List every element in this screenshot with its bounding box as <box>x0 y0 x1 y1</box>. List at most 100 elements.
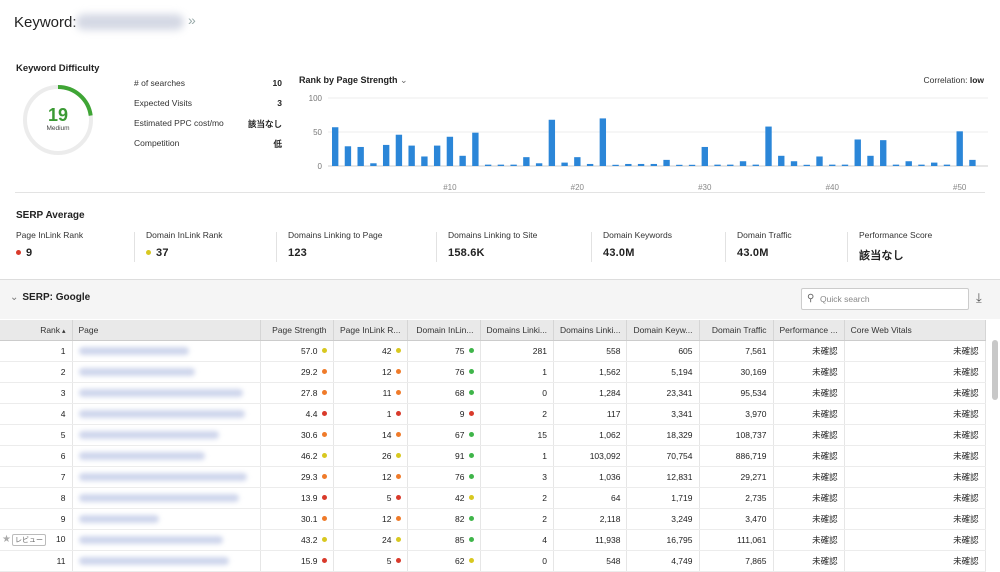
column-header[interactable]: Domain Keyw... <box>626 320 700 341</box>
page-link-redacted[interactable] <box>72 361 261 383</box>
table-row[interactable]: 8 13.9 5 42 2 64 1,719 2,735 未確認 未確認 <box>0 487 986 509</box>
column-header[interactable]: Core Web Vitals <box>844 320 986 341</box>
quick-search-input[interactable]: ⚲ Quick search <box>801 288 969 310</box>
chart-bar[interactable] <box>370 163 377 166</box>
double-chevron-icon[interactable]: » <box>188 12 196 28</box>
chart-bar[interactable] <box>433 145 441 166</box>
chart-bar[interactable] <box>446 136 454 166</box>
chart-bar[interactable] <box>765 126 772 166</box>
chart-bar[interactable] <box>969 159 976 166</box>
chart-bar[interactable] <box>688 164 696 166</box>
page-link-redacted[interactable] <box>72 550 261 572</box>
chart-bar[interactable] <box>535 163 543 166</box>
chart-bar[interactable] <box>714 164 721 166</box>
column-header[interactable]: Domains Linki... <box>553 320 628 341</box>
download-icon[interactable]: ⤓ <box>976 290 982 305</box>
page-strength-cell-value: 43.2 <box>300 534 318 545</box>
chart-bar[interactable] <box>599 118 607 166</box>
chart-bar[interactable] <box>803 164 810 166</box>
chart-bar[interactable] <box>956 131 963 166</box>
chart-bar[interactable] <box>739 161 747 166</box>
page-link-redacted[interactable] <box>72 487 261 509</box>
domain-inlink-rank-cell: 82 <box>407 508 481 530</box>
column-header[interactable]: Domains Linki... <box>480 320 554 341</box>
chart-bar[interactable] <box>625 163 632 166</box>
serp-google-toggle[interactable]: ⌄ SERP: Google <box>10 292 90 303</box>
chart-bar[interactable] <box>778 155 785 166</box>
chart-bar[interactable] <box>395 134 403 166</box>
page-link-redacted[interactable] <box>72 382 261 404</box>
table-header-row: Rank ▴ Page Page Strength Page InLink R... D… <box>0 320 986 341</box>
chart-bar[interactable] <box>727 164 734 166</box>
chart-bar[interactable] <box>612 164 619 166</box>
chart-bar[interactable] <box>382 144 390 166</box>
chart-bar[interactable] <box>892 164 900 166</box>
chart-bar[interactable] <box>357 146 364 166</box>
column-header[interactable]: Rank ▴ <box>0 320 73 341</box>
table-row[interactable]: 1 57.0 42 75 281 558 605 7,561 未確認 未確認 <box>0 340 986 362</box>
column-header[interactable]: Domain Traffic <box>699 320 774 341</box>
chart-bar[interactable] <box>332 127 339 166</box>
page-link-redacted[interactable] <box>72 466 261 488</box>
page-link-redacted[interactable] <box>72 424 261 446</box>
chart-bar[interactable] <box>548 119 556 166</box>
chart-bar[interactable] <box>497 164 505 166</box>
chart-bar[interactable] <box>829 164 836 166</box>
domain-traffic-cell: 108,737 <box>699 424 774 446</box>
chart-bar[interactable] <box>931 162 938 166</box>
table-row[interactable]: 11 15.9 5 62 0 548 4,749 7,865 未確認 未確認 <box>0 550 986 572</box>
table-row[interactable]: 7 29.3 12 76 3 1,036 12,831 29,271 未確認 未確認 <box>0 466 986 488</box>
chart-bar[interactable] <box>344 146 352 166</box>
table-row[interactable]: 3 27.8 11 68 0 1,284 23,341 95,534 未確認 未確認 <box>0 382 986 404</box>
stat-row-searches: # of searches 10 <box>134 76 284 96</box>
column-header[interactable]: Performance ... <box>773 320 845 341</box>
metric-separator <box>436 232 437 262</box>
table-row[interactable]: 5 30.6 14 67 15 1,062 18,329 108,737 未確認 未確認 <box>0 424 986 446</box>
table-row[interactable]: 9 30.1 12 82 2 2,118 3,249 3,470 未確認 未確認 <box>0 508 986 530</box>
chart-title-dropdown[interactable]: Rank by Page Strength ⌄ <box>299 75 408 86</box>
chart-bar[interactable] <box>510 164 517 166</box>
chart-bar[interactable] <box>790 161 798 166</box>
page-link-redacted[interactable] <box>72 340 261 362</box>
chart-bar[interactable] <box>701 146 708 166</box>
chart-bar[interactable] <box>816 156 823 166</box>
column-header[interactable]: Page Strength <box>260 320 334 341</box>
page-link-redacted[interactable] <box>72 445 261 467</box>
chart-bar[interactable] <box>484 164 492 166</box>
page-link-redacted[interactable] <box>72 403 261 425</box>
chart-bar[interactable] <box>586 163 594 166</box>
star-icon[interactable]: ★ <box>2 533 11 545</box>
chart-bar[interactable] <box>918 164 925 166</box>
chart-bar[interactable] <box>880 140 887 166</box>
chart-bar[interactable] <box>650 163 657 166</box>
chart-bar[interactable] <box>561 162 568 166</box>
chart-bar[interactable] <box>472 132 479 166</box>
chart-bar[interactable] <box>408 145 415 166</box>
table-row[interactable]: 4 4.4 1 9 2 117 3,341 3,970 未確認 未確認 <box>0 403 986 425</box>
column-header[interactable]: Domain InLin... <box>407 320 481 341</box>
chart-bar[interactable] <box>574 157 581 166</box>
chart-bar[interactable] <box>752 164 759 166</box>
scrollbar[interactable] <box>992 340 998 400</box>
table-row[interactable]: ★ レビュー 10 43.2 24 85 4 11,938 16,795 111,061 未確認 未確… <box>0 529 986 551</box>
chart-bar[interactable] <box>663 159 670 166</box>
chart-bar[interactable] <box>854 139 861 166</box>
chart-bar[interactable] <box>523 157 530 166</box>
chart-bar[interactable] <box>676 164 683 166</box>
performance-cell: 未確認 <box>773 487 845 509</box>
chart-bar[interactable] <box>943 164 951 166</box>
page-link-redacted[interactable] <box>72 508 261 530</box>
page-inlink-rank-cell-value: 1 <box>386 408 392 419</box>
table-row[interactable]: 2 29.2 12 76 1 1,562 5,194 30,169 未確認 未確認 <box>0 361 986 383</box>
column-header[interactable]: Page <box>72 320 261 341</box>
chart-bar[interactable] <box>421 156 428 166</box>
chart-bar[interactable] <box>637 163 645 166</box>
chart-bar[interactable] <box>841 164 849 166</box>
chart-bar[interactable] <box>905 161 912 166</box>
review-tag[interactable]: レビュー <box>11 533 46 546</box>
chart-bar[interactable] <box>867 155 874 166</box>
chart-bar[interactable] <box>459 155 466 166</box>
column-header[interactable]: Page InLink R... <box>333 320 408 341</box>
table-row[interactable]: 6 46.2 26 91 1 103,092 70,754 886,719 未確認 未確認 <box>0 445 986 467</box>
page-link-redacted[interactable] <box>72 529 261 551</box>
